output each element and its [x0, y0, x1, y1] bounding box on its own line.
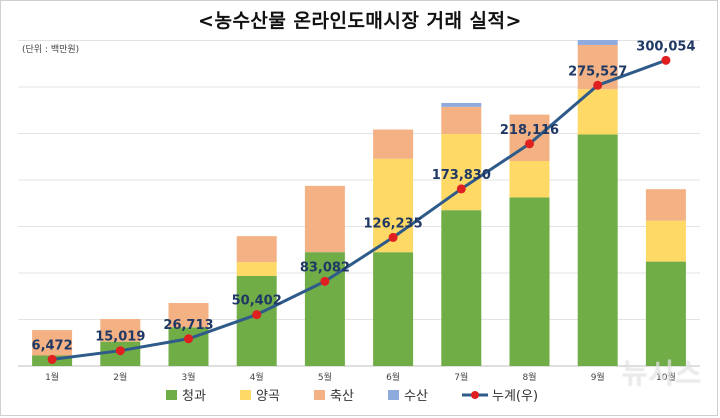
- cumulative-line-series: 6,472 15,019 26,713 50,402 83,082 126,235 173,…: [32, 39, 696, 364]
- cumulative-point-6: [388, 232, 398, 242]
- x-tick-label: 10월: [656, 371, 676, 383]
- unit-note: (단위 : 백만원): [22, 45, 80, 55]
- bar-livestock-6: [373, 129, 414, 159]
- x-tick-label: 1월: [45, 371, 59, 383]
- x-tick-label: 5월: [318, 371, 332, 383]
- legend-swatch-grain: [240, 390, 251, 400]
- cumulative-line: [51, 58, 667, 361]
- data-label: 275,527: [568, 64, 627, 79]
- bar-fishery-7: [441, 102, 482, 107]
- x-tick-label: 9월: [591, 371, 605, 383]
- legend-label-fruit: 청과: [182, 389, 206, 404]
- legend-label-fishery: 수산: [404, 389, 428, 404]
- bar-grain-8: [509, 161, 550, 198]
- cumulative-point-10: [661, 55, 671, 65]
- bar-grain-4: [236, 262, 277, 276]
- cumulative-point-1: [47, 354, 57, 364]
- legend-label-livestock: 축산: [330, 389, 354, 404]
- cumulative-point-8: [525, 139, 534, 149]
- bar-livestock-3: [168, 303, 209, 328]
- bar-fruit-4: [236, 275, 277, 366]
- cumulative-point-7: [456, 184, 466, 194]
- x-tick-label: 2월: [113, 371, 127, 383]
- data-label: 26,713: [163, 318, 213, 333]
- bar-fishery-9: [577, 40, 618, 45]
- data-label: 300,054: [636, 39, 695, 54]
- bar-fruit-7: [441, 210, 482, 366]
- legend-line-marker: [471, 391, 479, 399]
- x-tick-label: 3월: [181, 371, 195, 383]
- watermark-logo: 뉴시스: [621, 357, 702, 390]
- data-label: 218,116: [500, 123, 559, 138]
- bar-livestock-7: [441, 106, 482, 134]
- x-tick-label: 4월: [250, 371, 264, 383]
- bar-livestock-1: [32, 330, 73, 356]
- stacked-bars: [32, 40, 686, 366]
- bar-fruit-6: [373, 252, 414, 366]
- legend-label-grain: 양곡: [256, 389, 280, 404]
- cumulative-point-5: [320, 276, 330, 286]
- bar-fruit-10: [645, 261, 686, 366]
- bar-fruit-8: [509, 197, 550, 366]
- cumulative-point-2: [115, 346, 125, 356]
- x-tick-label: 6월: [386, 371, 400, 383]
- x-tick-label: 8월: [522, 371, 536, 383]
- data-label: 15,019: [95, 330, 145, 345]
- legend-swatch-fruit: [166, 390, 177, 400]
- bar-livestock-4: [236, 236, 277, 263]
- bar-fruit-9: [577, 134, 618, 366]
- x-tick-label: 7월: [454, 371, 468, 383]
- cumulative-point-4: [252, 310, 262, 320]
- bar-livestock-2: [100, 319, 141, 342]
- chart-title: <농수산물 온라인도매시장 거래 실적>: [198, 10, 522, 32]
- data-label: 50,402: [232, 294, 282, 309]
- legend: 청과 양곡 축산 수산 누계(우): [166, 389, 538, 404]
- x-tick-labels: 1월 2월 3월 4월 5월 6월 7월 8월 9월 10월: [45, 371, 676, 383]
- cumulative-point-3: [184, 334, 193, 344]
- legend-swatch-fishery: [388, 390, 399, 400]
- legend-label-cumulative: 누계(우): [492, 389, 538, 404]
- data-label: 6,472: [32, 338, 73, 353]
- cumulative-point-9: [593, 80, 603, 90]
- legend-swatch-livestock: [314, 390, 325, 400]
- data-label: 83,082: [300, 260, 350, 275]
- data-label: 173,830: [432, 168, 491, 183]
- bar-livestock-10: [645, 189, 686, 221]
- bar-grain-10: [645, 220, 686, 262]
- bar-livestock-5: [304, 185, 345, 253]
- data-label: 126,235: [363, 216, 422, 231]
